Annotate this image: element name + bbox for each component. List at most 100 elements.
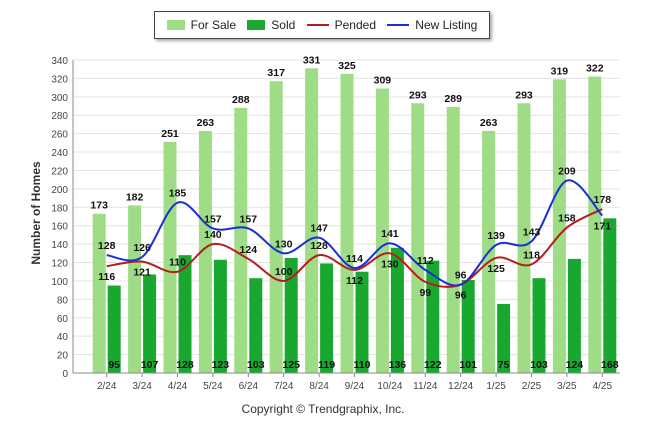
new-listing-value-label: 143 [523,226,541,238]
bar-for-sale[interactable] [375,88,389,373]
legend-item-for-sale[interactable]: For Sale [166,18,236,32]
pended-value-label: 100 [275,266,293,278]
bar-sold[interactable] [497,303,511,373]
legend-label-new-listing: New Listing [415,18,478,32]
bar-for-sale[interactable] [552,79,566,374]
bar-for-sale[interactable] [305,68,319,374]
for-sale-value-label: 317 [267,67,285,79]
for-sale-value-label: 293 [409,89,427,101]
x-tick-label: 4/25 [593,381,613,392]
bar-sold[interactable] [532,278,546,373]
x-tick-label: 4/24 [168,381,188,392]
data-labels: 173 182 251 263 288 317 331 325 309 293 289 263 293 3… [90,54,618,371]
new-listing-line-icon [387,24,410,26]
axes: 0 20 40 60 80 100 120 140 160 180 200 220 240 260 280 3… [51,56,620,392]
legend-item-sold[interactable]: Sold [247,18,295,32]
y-tick-label: 100 [51,277,68,288]
bar-for-sale[interactable] [198,130,212,373]
bar-sold[interactable] [107,285,121,373]
bar-for-sale[interactable] [128,205,142,373]
sold-value-label: 101 [459,359,477,371]
x-tick-label: 11/24 [413,381,438,392]
x-tick-label: 2/25 [522,381,542,392]
for-sale-value-label: 331 [303,54,321,66]
y-tick-label: 20 [57,351,69,362]
pended-value-label: 99 [419,287,431,299]
y-tick-label: 60 [57,314,69,325]
legend-item-pended[interactable]: Pended [306,18,376,32]
pended-value-label: 130 [381,258,399,270]
sold-value-label: 107 [141,359,159,371]
for-sale-value-label: 251 [161,128,179,140]
y-axis-label: Number of Homes [29,161,43,265]
for-sale-value-label: 293 [515,89,533,101]
bar-sold[interactable] [284,257,298,373]
new-listing-value-label: 139 [487,230,505,242]
bar-sold[interactable] [461,280,475,373]
x-tick-label: 5/24 [203,381,223,392]
bar-sold[interactable] [426,260,440,373]
y-tick-label: 320 [51,74,68,85]
x-tick-label: 10/24 [377,381,402,392]
sold-value-label: 128 [176,359,194,371]
pended-value-label: 116 [98,271,115,283]
pended-value-label: 110 [169,257,186,269]
pended-value-label: 158 [558,213,576,225]
sold-value-label: 136 [389,359,407,371]
new-listing-value-label: 209 [558,166,576,178]
bar-for-sale[interactable] [411,103,425,374]
bar-sold[interactable] [249,278,263,373]
new-listing-value-label: 130 [275,238,293,250]
bar-for-sale[interactable] [517,103,531,374]
y-tick-label: 140 [51,240,68,251]
for-sale-value-label: 263 [197,117,215,129]
x-tick-label: 6/24 [239,381,259,392]
new-listing-value-label: 96 [455,270,467,282]
x-tick-label: 3/25 [557,381,577,392]
new-listing-value-label: 141 [381,228,399,240]
for-sale-value-label: 288 [232,94,250,106]
new-listing-value-label: 157 [204,213,222,225]
line-new-listing[interactable] [106,179,604,287]
bar-for-sale[interactable] [163,141,177,373]
sold-value-label: 95 [108,359,120,371]
for-sale-swatch-icon [166,20,185,30]
legend-item-new-listing[interactable]: New Listing [387,18,477,32]
lines [106,179,604,288]
for-sale-value-label: 319 [551,65,569,77]
sold-value-label: 75 [498,359,510,371]
new-listing-value-label: 126 [133,242,151,254]
bar-sold[interactable] [213,259,227,373]
pended-line-icon [306,24,329,26]
legend-label-pended: Pended [334,18,376,32]
y-tick-label: 180 [51,203,68,214]
bar-sold[interactable] [603,218,617,373]
for-sale-value-label: 173 [90,200,108,212]
bar-sold[interactable] [320,263,334,373]
bar-sold[interactable] [143,274,157,373]
bar-sold[interactable] [355,271,369,373]
new-listing-value-label: 185 [169,188,187,200]
copyright-text: Copyright © Trendgraphix, Inc. [241,402,405,416]
bar-for-sale[interactable] [588,76,602,373]
pended-value-label: 140 [204,229,222,241]
y-tick-label: 160 [51,222,68,233]
line-pended[interactable] [106,208,603,288]
sold-swatch-icon [247,20,266,30]
bar-for-sale[interactable] [234,107,248,373]
bar-for-sale[interactable] [446,106,460,373]
bar-sold[interactable] [567,258,581,373]
bar-for-sale[interactable] [340,73,354,373]
bar-sold[interactable] [390,247,404,373]
sold-value-label: 124 [566,359,584,371]
bar-for-sale[interactable] [92,213,106,373]
x-tick-label: 9/24 [345,381,365,392]
sold-value-label: 103 [247,359,265,371]
sold-value-label: 125 [282,359,300,371]
for-sale-value-label: 263 [480,117,498,129]
bar-for-sale[interactable] [269,81,283,374]
x-tick-label: 8/24 [309,381,329,392]
bar-sold[interactable] [178,255,192,373]
sold-value-label: 123 [212,359,230,371]
new-listing-value-label: 157 [240,213,258,225]
